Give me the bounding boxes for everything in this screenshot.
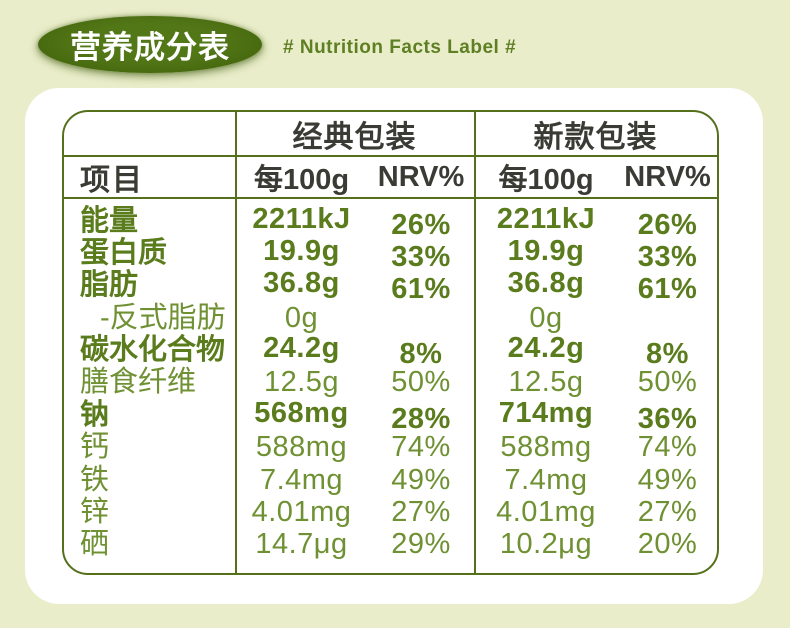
nutrient-label: 蛋白质 <box>80 237 168 270</box>
package-header-row: 经典包装 新款包装 <box>64 112 717 155</box>
new-nrv: 20% <box>637 528 698 561</box>
classic-value: 14.7μg <box>255 528 348 561</box>
nutrient-label: 钙 <box>80 431 110 464</box>
table-row: 铁 7.4mg 49% 7.4mg 49% <box>64 464 717 496</box>
new-nrv: 36% <box>637 402 698 435</box>
nutrient-label: 铁 <box>80 463 110 496</box>
nutrient-label: -反式脂肪 <box>100 301 226 334</box>
classic-value: 7.4mg <box>259 463 344 496</box>
unit-header-row: 项目 每100g NRV% 每100g NRV% <box>64 155 717 198</box>
table-row: 脂肪 36.8g 61% 36.8g 61% <box>64 267 717 306</box>
column-divider-1 <box>235 112 237 573</box>
page-subtitle: # Nutrition Facts Label # <box>283 37 517 58</box>
classic-value: 588mg <box>255 431 348 464</box>
classic-nrv: 26% <box>391 208 451 241</box>
new-value: 4.01mg <box>496 495 596 528</box>
nutrient-label: 能量 <box>80 204 139 237</box>
table-row: 能量 2211kJ 26% 2211kJ 26% <box>64 202 717 241</box>
new-value: 24.2g <box>507 332 585 365</box>
classic-value: 12.5g <box>263 366 340 399</box>
column-header-new: 新款包装 <box>533 121 658 154</box>
table-row: 锌 4.01mg 27% 4.01mg 27% <box>64 496 717 528</box>
column-divider-2 <box>474 112 476 573</box>
classic-value: 2211kJ <box>252 202 351 235</box>
classic-value: 4.01mg <box>251 495 352 528</box>
classic-nrv: 61% <box>391 273 451 306</box>
table-body: 能量 2211kJ 26% 2211kJ 26% 蛋白质 19.9g 33% 19.9g 33% 脂… <box>64 197 717 573</box>
new-value: 0g <box>529 301 563 334</box>
table-row: 蛋白质 19.9g 33% 19.9g 33% <box>64 235 717 274</box>
new-nrv-header: NRV% <box>624 160 711 193</box>
new-nrv: 50% <box>637 366 698 399</box>
table-row: 钙 588mg 74% 588mg 74% <box>64 432 717 464</box>
page-title: 营养成分表 <box>70 30 230 65</box>
new-per100g-header: 每100g <box>498 164 594 196</box>
nutrient-label: 碳水化合物 <box>80 334 226 367</box>
table-row: 膳食纤维 12.5g 50% 12.5g 50% <box>64 367 717 399</box>
classic-nrv-header: NRV% <box>377 160 465 193</box>
new-nrv: 26% <box>637 208 698 241</box>
nutrient-label: 钠 <box>80 398 110 431</box>
column-header-classic: 经典包装 <box>292 121 417 154</box>
classic-value: 19.9g <box>263 235 340 268</box>
new-nrv: 74% <box>637 431 698 464</box>
table-row: 钠 568mg 28% 714mg 36% <box>64 396 717 435</box>
classic-value: 0g <box>284 301 319 334</box>
classic-nrv: 33% <box>391 241 451 274</box>
new-nrv: 49% <box>637 463 698 496</box>
table-row: -反式脂肪 0g 0g <box>64 302 717 334</box>
new-value: 2211kJ <box>496 202 596 235</box>
new-nrv: 33% <box>637 241 698 274</box>
new-nrv: 61% <box>637 273 698 306</box>
classic-nrv: 29% <box>391 528 451 561</box>
nutrient-label: 脂肪 <box>80 269 139 302</box>
nutrition-card: 经典包装 新款包装 项目 每100g NRV% 每100g NRV% 能量 221… <box>25 88 763 604</box>
classic-value: 568mg <box>254 396 349 429</box>
new-nrv: 27% <box>637 495 698 528</box>
new-value: 36.8g <box>507 267 585 300</box>
nutrient-label: 硒 <box>80 528 110 561</box>
table-row: 硒 14.7μg 29% 10.2μg 20% <box>64 529 717 561</box>
new-nrv: 8% <box>646 338 689 371</box>
classic-nrv: 49% <box>391 463 451 496</box>
header-divider-1 <box>64 155 717 157</box>
new-value: 588mg <box>500 431 592 464</box>
classic-value: 24.2g <box>263 332 340 365</box>
classic-nrv: 28% <box>391 402 451 435</box>
classic-nrv: 74% <box>391 431 451 464</box>
title-badge: 营养成分表 <box>38 16 262 73</box>
classic-nrv: 50% <box>391 366 451 399</box>
nutrient-label: 锌 <box>80 495 110 528</box>
new-value: 12.5g <box>508 366 584 399</box>
item-column-header: 项目 <box>80 164 144 197</box>
nutrient-label: 膳食纤维 <box>80 366 197 399</box>
classic-nrv: 8% <box>399 338 443 371</box>
classic-per100g-header: 每100g <box>253 164 350 196</box>
header-divider-2 <box>64 197 717 199</box>
classic-nrv: 27% <box>391 495 451 528</box>
new-value: 7.4mg <box>504 463 588 496</box>
new-value: 714mg <box>498 396 594 429</box>
classic-value: 36.8g <box>263 267 340 300</box>
table-row: 碳水化合物 24.2g 8% 24.2g 8% <box>64 332 717 371</box>
new-value: 10.2μg <box>499 528 593 561</box>
nutrition-table: 经典包装 新款包装 项目 每100g NRV% 每100g NRV% 能量 221… <box>62 110 719 575</box>
new-value: 19.9g <box>507 235 585 268</box>
